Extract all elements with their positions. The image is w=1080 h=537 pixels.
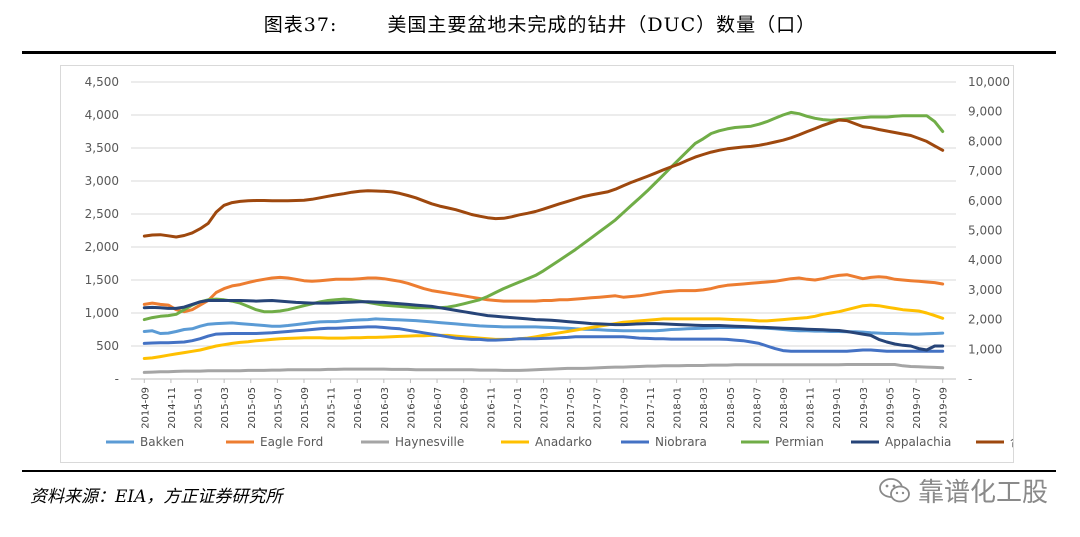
axes: - 500 1,000 1,500 2,000 2,500 3,000 3,500 4,000 4… <box>85 75 1010 429</box>
y2-tick-label: 6,000 <box>968 194 1002 208</box>
source-note: 资料来源：EIA，方正证券研究所 <box>30 487 283 507</box>
figure-label: 图表37: <box>263 14 338 36</box>
legend-label: Niobrara <box>655 435 707 449</box>
x-tick-label: 2015-09 <box>300 387 311 429</box>
watermark-text: 靠谱化工股 <box>917 478 1048 508</box>
x-tick-label: 2015-01 <box>194 387 205 429</box>
x-tick-label: 2018-11 <box>806 387 817 429</box>
legend-label: Permian <box>775 435 824 449</box>
legend: Bakken Eagle Ford Haynesville Anadarko Niobr… <box>106 434 1013 449</box>
legend-label: Eagle Ford <box>260 435 323 449</box>
x-tick-label: 2017-01 <box>513 387 524 429</box>
series-line <box>142 303 945 360</box>
bottom-rule <box>22 470 1056 472</box>
y2-tick-label: 10,000 <box>968 75 1010 89</box>
y2-tick-label: 3,000 <box>968 283 1002 297</box>
x-tick-label: 2015-05 <box>247 387 258 429</box>
figure-title: 图表37: 美国主要盆地未完成的钻井（DUC）数量（口） <box>0 10 1080 37</box>
y-tick-label: 2,000 <box>85 240 119 254</box>
x-tick-label: 2016-03 <box>380 387 391 429</box>
series-line <box>142 325 945 353</box>
y-tick-label: 3,500 <box>85 141 119 155</box>
x-tick-label: 2018-03 <box>699 387 710 429</box>
x-tick-label: 2017-07 <box>593 387 604 429</box>
series-lines <box>142 110 945 374</box>
x-tick-label: 2019-03 <box>859 387 870 429</box>
y2-tick-label: 5,000 <box>968 224 1002 238</box>
y2-tick-label: 9,000 <box>968 105 1002 119</box>
legend-label: Bakken <box>140 435 184 449</box>
y2-tick-label: 1,000 <box>968 342 1002 356</box>
x-tick-label: 2016-05 <box>406 387 417 429</box>
x-tick-label: 2017-03 <box>540 387 551 429</box>
x-tick-label: 2015-11 <box>327 387 338 429</box>
x-tick-label: 2017-05 <box>566 387 577 429</box>
x-tick-label: 2015-03 <box>220 387 231 429</box>
legend-label: 合计（右轴） <box>1010 434 1013 449</box>
top-rule <box>22 51 1056 54</box>
wechat-icon <box>879 477 910 502</box>
watermark: 靠谱化工股 <box>878 472 1048 509</box>
series-line <box>142 363 945 374</box>
y-tick-label: 500 <box>96 339 119 353</box>
y2-tick-label: 4,000 <box>968 253 1002 267</box>
legend-label: Haynesville <box>395 435 464 449</box>
x-tick-label: 2018-01 <box>673 387 684 429</box>
y2-tick-label: 7,000 <box>968 164 1002 178</box>
series-line <box>142 299 945 352</box>
y-tick-label: - <box>115 372 119 386</box>
legend-label: Anadarko <box>535 435 592 449</box>
y2-tick-label: 2,000 <box>968 313 1002 327</box>
x-tick-label: 2014-09 <box>140 387 151 429</box>
chart-container: - 500 1,000 1,500 2,000 2,500 3,000 3,500 4,000 4… <box>60 65 1014 463</box>
x-tick-label: 2014-11 <box>167 387 178 429</box>
x-tick-label: 2017-11 <box>646 387 657 429</box>
y-tick-label: 1,000 <box>85 306 119 320</box>
series-line <box>142 110 945 322</box>
legend-label: Appalachia <box>885 435 951 449</box>
x-tick-label: 2019-01 <box>832 387 843 429</box>
x-tick-label: 2018-09 <box>779 387 790 429</box>
series-line <box>142 273 945 314</box>
x-tick-label: 2016-07 <box>433 387 444 429</box>
x-tick-label: 2019-09 <box>939 387 950 429</box>
y2-tick-label: - <box>968 372 972 386</box>
x-tick-label: 2018-07 <box>752 387 763 429</box>
x-tick-label: 2018-05 <box>726 387 737 429</box>
y-tick-label: 2,500 <box>85 207 119 221</box>
x-tick-label: 2015-07 <box>273 387 284 429</box>
y-tick-label: 3,000 <box>85 174 119 188</box>
y-tick-label: 1,500 <box>85 273 119 287</box>
x-tick-label: 2016-11 <box>486 387 497 429</box>
y-tick-label: 4,000 <box>85 108 119 122</box>
x-tick-label: 2016-09 <box>460 387 471 429</box>
series-line <box>142 118 945 239</box>
series-line <box>142 317 945 336</box>
x-tick-label: 2019-07 <box>912 387 923 429</box>
line-chart: - 500 1,000 1,500 2,000 2,500 3,000 3,500 4,000 4… <box>85 75 1013 449</box>
y-tick-label: 4,500 <box>85 75 119 89</box>
figure-title-text: 美国主要盆地未完成的钻井（DUC）数量（口） <box>387 14 817 36</box>
x-tick-label: 2017-09 <box>619 387 630 429</box>
y2-tick-label: 8,000 <box>968 134 1002 148</box>
x-tick-label: 2016-01 <box>353 387 364 429</box>
x-tick-label: 2019-05 <box>885 387 896 429</box>
